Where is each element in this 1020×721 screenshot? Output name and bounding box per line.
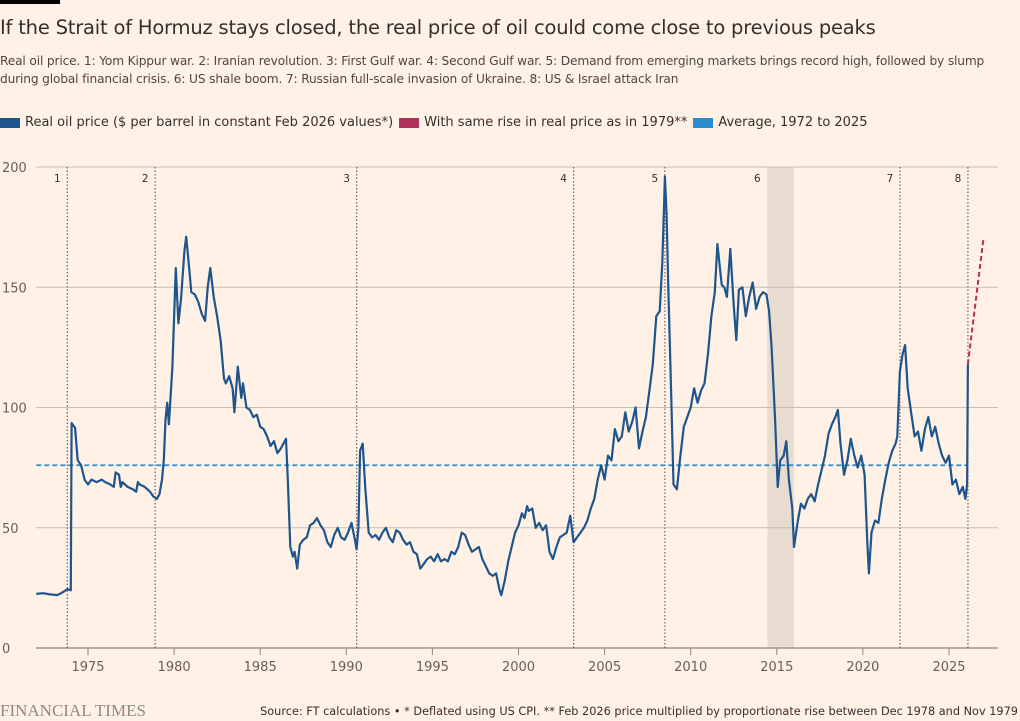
y-tick-label: 0 bbox=[2, 642, 10, 657]
legend-swatch-average bbox=[693, 117, 714, 128]
chart-subtitle: Real oil price. 1: Yom Kippur war. 2: Ir… bbox=[0, 54, 985, 86]
legend-item-projection: With same rise in real price as in 1979*… bbox=[399, 115, 687, 130]
oil-price-chart: 6 1 2 3 4 5 7 8 0 50 100 150 200 1975 1980 1985 1990 19… bbox=[2, 161, 998, 675]
x-tick-label: 1990 bbox=[330, 660, 363, 675]
x-tick-label: 2020 bbox=[846, 660, 879, 675]
x-tick-label: 1995 bbox=[416, 660, 449, 675]
event-lines: 1 2 3 4 5 7 8 bbox=[54, 167, 969, 648]
event-label: 3 bbox=[343, 173, 350, 185]
legend: Real oil price ($ per barrel in constant… bbox=[0, 115, 874, 130]
legend-swatch-projection bbox=[399, 117, 420, 128]
event-label: 6 bbox=[754, 173, 761, 185]
axes: 0 50 100 150 200 1975 1980 1985 1990 1995 2000 2005… bbox=[2, 161, 966, 675]
projection-line bbox=[966, 239, 985, 365]
event-label: 5 bbox=[652, 173, 659, 185]
event-label: 4 bbox=[560, 173, 567, 185]
legend-item-real-price: Real oil price ($ per barrel in constant… bbox=[0, 115, 393, 130]
legend-item-average: Average, 1972 to 2025 bbox=[693, 115, 868, 130]
y-tick-label: 50 bbox=[2, 522, 19, 537]
y-tick-label: 150 bbox=[2, 281, 27, 296]
x-tick-label: 1975 bbox=[71, 660, 104, 675]
legend-swatch-real-price bbox=[0, 117, 20, 128]
ft-logo: FINANCIAL TIMES bbox=[0, 701, 146, 720]
series-group bbox=[36, 175, 985, 597]
legend-label-projection: With same rise in real price as in 1979*… bbox=[424, 115, 688, 130]
x-tick-label: 2010 bbox=[674, 660, 707, 675]
x-tick-label: 2000 bbox=[502, 660, 535, 675]
event-label: 1 bbox=[54, 173, 61, 185]
gridlines bbox=[36, 166, 998, 649]
ft-top-bar bbox=[0, 0, 60, 4]
real-oil-price-line bbox=[36, 175, 969, 597]
y-tick-label: 100 bbox=[2, 402, 27, 417]
x-tick-label: 2015 bbox=[760, 660, 793, 675]
chart-title: If the Strait of Hormuz stays closed, th… bbox=[0, 16, 876, 39]
x-tick-label: 1980 bbox=[158, 660, 191, 675]
x-tick-label: 1985 bbox=[244, 660, 277, 675]
source-note: Source: FT calculations • * Deflated usi… bbox=[260, 705, 1018, 718]
event-label: 7 bbox=[887, 173, 894, 185]
event-label: 2 bbox=[142, 173, 149, 185]
legend-label-real-price: Real oil price ($ per barrel in constant… bbox=[25, 115, 394, 130]
x-tick-label: 2025 bbox=[932, 660, 965, 675]
legend-label-average: Average, 1972 to 2025 bbox=[718, 115, 868, 130]
event-label: 8 bbox=[955, 173, 962, 185]
x-tick-label: 2005 bbox=[588, 660, 621, 675]
y-tick-label: 200 bbox=[2, 161, 27, 176]
